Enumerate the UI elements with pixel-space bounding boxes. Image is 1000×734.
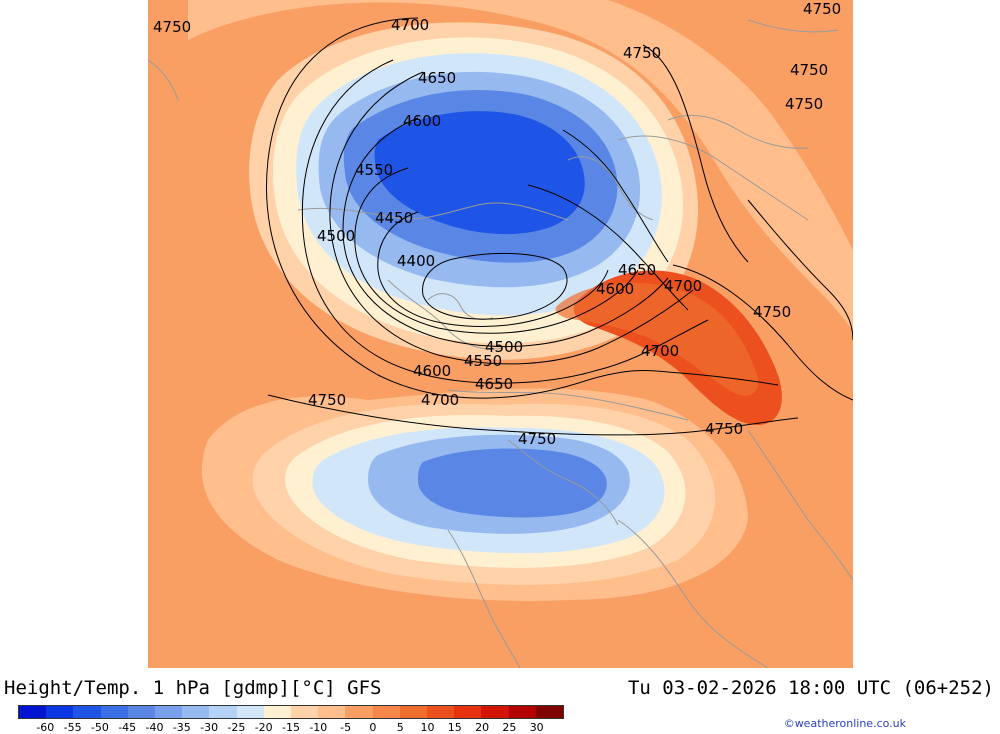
legend-swatch [481, 706, 509, 718]
contour-label: 4750 [753, 303, 791, 321]
legend-label: -5 [340, 721, 352, 734]
contour-label: 4750 [623, 44, 661, 62]
legend-swatch [399, 706, 428, 718]
legend-swatch [454, 706, 482, 718]
contour-label: 4450 [375, 209, 413, 227]
hot-band-fringe [555, 282, 759, 396]
legend-swatch [318, 706, 346, 718]
legend-label: -55 [63, 721, 82, 734]
legend-label: -30 [200, 721, 219, 734]
weather-map: 4750 4700 4750 4750 4750 4750 4650 4600 … [148, 0, 853, 668]
cool-deep-core [374, 111, 585, 235]
warm-light-area [188, 0, 853, 330]
legend-label: -25 [227, 721, 246, 734]
contour-label: 4700 [641, 342, 679, 360]
legend-swatch [345, 706, 373, 718]
legend-swatch [372, 706, 400, 718]
contour-label: 4500 [485, 338, 523, 356]
contour-label: 4700 [391, 16, 429, 34]
map-product-title: Height/Temp. 1 hPa [gdmp][°C] GFS [4, 677, 382, 699]
legend-label: 0 [369, 721, 377, 734]
contour-label: 4750 [153, 18, 191, 36]
coastlines [148, 19, 853, 668]
legend-swatch [263, 706, 292, 718]
contour-label: 4750 [518, 430, 556, 448]
contour-label: 4400 [397, 252, 435, 270]
contour-label: 4550 [355, 161, 393, 179]
legend-swatch [127, 706, 156, 718]
legend-swatch [73, 706, 101, 718]
contour-label: 4600 [403, 112, 441, 130]
legend-swatch [19, 706, 47, 718]
legend-label: -15 [282, 721, 300, 734]
contour-label: 4750 [308, 391, 346, 409]
contour-label: 4750 [785, 95, 823, 113]
contour-label: 4500 [317, 227, 355, 245]
legend-label: -20 [254, 721, 273, 734]
legend-label: -45 [118, 721, 137, 734]
legend-label: 30 [529, 721, 544, 734]
contour-label: 4700 [421, 391, 459, 409]
contour-label: 4650 [475, 375, 513, 393]
map-valid-time: Tu 03-02-2026 18:00 UTC (06+252) [627, 677, 994, 699]
legend-swatch [508, 706, 536, 718]
legend-label: 25 [502, 721, 517, 734]
legend-label: 10 [420, 721, 435, 734]
legend-swatch [155, 706, 183, 718]
cool-mid-south [418, 448, 607, 518]
contour-label: 4600 [596, 280, 634, 298]
legend-label: 5 [396, 721, 404, 734]
legend-swatch [291, 706, 319, 718]
contour-label: 4650 [618, 261, 656, 279]
legend-swatch [46, 706, 74, 718]
legend-label: -35 [172, 721, 191, 734]
legend-label: -60 [36, 721, 55, 734]
color-legend [18, 705, 564, 719]
legend-swatch [209, 706, 237, 718]
legend-label: -40 [145, 721, 164, 734]
legend-label: 15 [447, 721, 462, 734]
contour-label: 4750 [790, 61, 828, 79]
legend-swatch [182, 706, 210, 718]
legend-label: -10 [309, 721, 328, 734]
contour-label: 4650 [418, 69, 456, 87]
height-contours [266, 17, 853, 436]
contour-label: 4750 [705, 420, 743, 438]
legend-swatch [427, 706, 455, 718]
legend-swatch [535, 706, 564, 718]
credit-link[interactable]: ©weatheronline.co.uk [783, 717, 906, 730]
contour-label: 4600 [413, 362, 451, 380]
contour-label: 4700 [664, 277, 702, 295]
legend-swatch [100, 706, 128, 718]
legend-label: -50 [90, 721, 109, 734]
contour-labels: 4750 4700 4750 4750 4750 4750 4650 4600 … [153, 0, 841, 448]
map-canvas: 4750 4700 4750 4750 4750 4750 4650 4600 … [148, 0, 853, 668]
legend-labels: -60 -55 -50 -45 -40 -35 -30 -25 -20 -15 -10 -5 0 5 10 1… [18, 721, 564, 734]
contour-label: 4750 [803, 0, 841, 18]
legend-label: 20 [475, 721, 490, 734]
legend-swatch [236, 706, 264, 718]
contour-label: 4550 [464, 352, 502, 370]
